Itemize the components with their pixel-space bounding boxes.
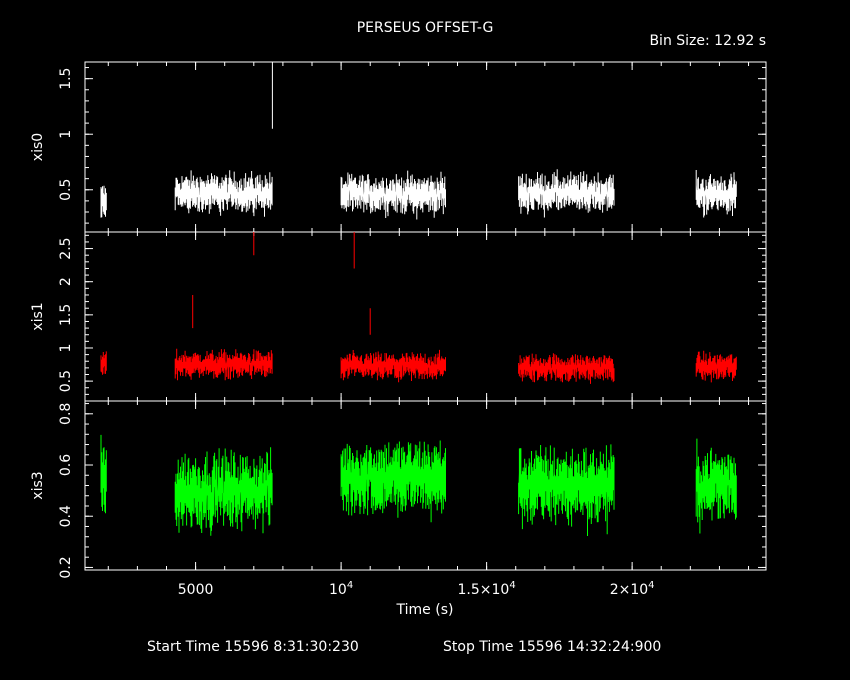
panel-xis1: 0.5 1 1.5 2 2.5 xis1 — [30, 231, 767, 402]
y-axis-label-xis0: xis0 — [30, 133, 46, 161]
y-tick-label: 1.5 — [58, 68, 74, 90]
y-tick-label: 0.4 — [58, 505, 74, 527]
y-tick-label: 2 — [58, 277, 74, 286]
series-xis3 — [100, 434, 737, 536]
bin-size-label: Bin Size: 12.92 s — [649, 33, 766, 49]
y-axis-label-xis1: xis1 — [30, 302, 46, 330]
x-axis-label: Time (s) — [396, 602, 454, 618]
panel-frame — [84, 231, 767, 402]
y-tick-label: 0.6 — [58, 454, 74, 476]
y-tick-label: 0.5 — [58, 179, 74, 201]
x-tick-label: 5000 — [178, 582, 214, 598]
series-xis1 — [100, 232, 737, 384]
x-tick-label: 104 — [329, 580, 353, 598]
series-xis0 — [100, 62, 737, 220]
stop-time-label: Stop Time 15596 14:32:24:900 — [443, 639, 661, 655]
x-tick-label: 1.5×104 — [458, 580, 516, 598]
panels-group: 0.5 1 1.5 xis0 0.5 1 1.5 2 2.5 xis1 0.2 0.4 0.6 0.8 xi… — [30, 61, 767, 598]
y-tick-label: 0.5 — [58, 370, 74, 392]
panel-xis0: 0.5 1 1.5 xis0 — [30, 61, 767, 233]
y-tick-label: 2.5 — [58, 237, 74, 259]
y-axis-label-xis3: xis3 — [30, 471, 46, 499]
y-tick-label: 1.5 — [58, 304, 74, 326]
y-tick-label: 1 — [58, 130, 74, 139]
chart-title: PERSEUS OFFSET-G — [357, 20, 494, 36]
y-tick-label: 0.8 — [58, 403, 74, 425]
start-time-label: Start Time 15596 8:31:30:230 — [147, 639, 359, 655]
panel-xis3: 0.2 0.4 0.6 0.8 xis3 — [30, 400, 767, 579]
y-tick-label: 0.2 — [58, 556, 74, 578]
x-tick-label: 2×104 — [610, 580, 655, 598]
y-tick-label: 1 — [58, 344, 74, 353]
